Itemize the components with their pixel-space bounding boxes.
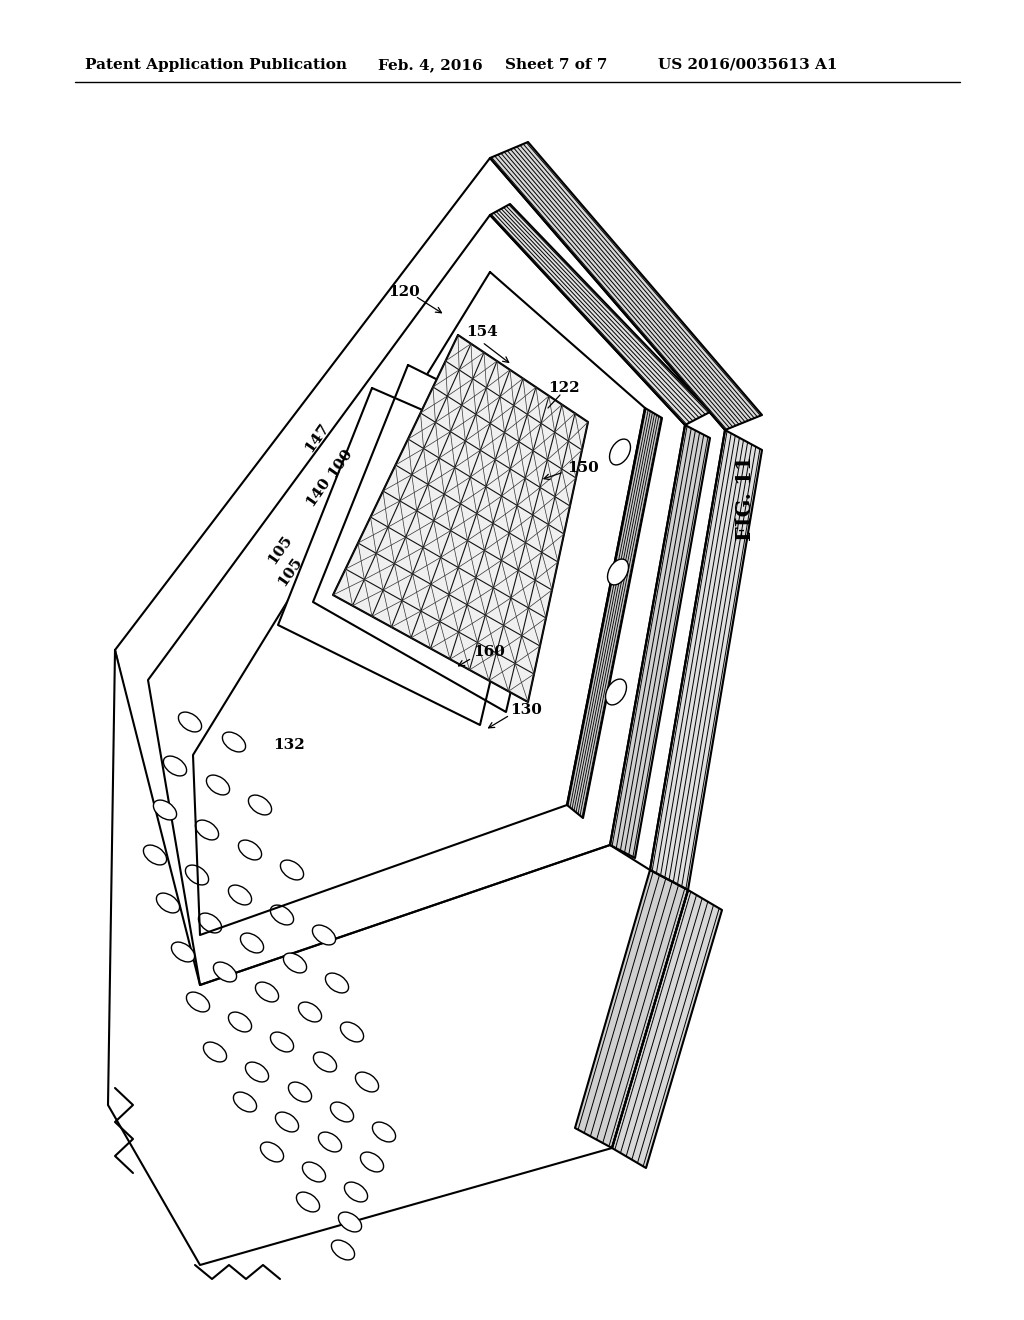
Ellipse shape [298,1002,322,1022]
Polygon shape [610,425,710,858]
Text: Feb. 4, 2016: Feb. 4, 2016 [378,58,482,73]
Ellipse shape [249,795,271,814]
Ellipse shape [284,953,306,973]
Polygon shape [148,215,685,985]
Ellipse shape [340,1022,364,1041]
Ellipse shape [228,886,252,906]
Ellipse shape [373,1122,395,1142]
Polygon shape [567,408,662,818]
Ellipse shape [607,560,629,585]
Text: FIG. 11: FIG. 11 [735,455,755,541]
Polygon shape [115,158,725,1020]
Ellipse shape [338,1212,361,1232]
Text: Sheet 7 of 7: Sheet 7 of 7 [505,58,607,73]
Ellipse shape [185,865,209,884]
Ellipse shape [222,733,246,752]
Polygon shape [650,430,762,890]
Ellipse shape [302,1162,326,1181]
Text: 130: 130 [510,704,542,717]
Ellipse shape [157,894,179,913]
Ellipse shape [239,840,261,859]
Ellipse shape [326,973,348,993]
Ellipse shape [360,1152,384,1172]
Text: 120: 120 [388,285,420,300]
Ellipse shape [233,1092,257,1111]
Ellipse shape [154,800,176,820]
Polygon shape [333,335,588,702]
Ellipse shape [296,1192,319,1212]
Ellipse shape [255,982,279,1002]
Text: 154: 154 [466,325,498,339]
Ellipse shape [241,933,263,953]
Ellipse shape [331,1102,353,1122]
Ellipse shape [318,1133,342,1152]
Ellipse shape [199,913,221,933]
Ellipse shape [312,925,336,945]
Ellipse shape [186,993,210,1012]
Ellipse shape [355,1072,379,1092]
Ellipse shape [275,1111,299,1133]
Polygon shape [108,649,688,1265]
Text: 150: 150 [567,461,599,475]
Ellipse shape [609,440,631,465]
Ellipse shape [213,962,237,982]
Polygon shape [278,388,542,725]
Ellipse shape [281,861,303,880]
Ellipse shape [196,820,218,840]
Ellipse shape [204,1041,226,1061]
Polygon shape [612,890,722,1168]
Ellipse shape [270,1032,294,1052]
Text: 105: 105 [265,533,295,568]
Polygon shape [490,205,710,425]
Text: 105: 105 [275,554,305,589]
Text: 147: 147 [302,421,332,455]
Text: 122: 122 [548,381,580,395]
Ellipse shape [228,1012,252,1032]
Ellipse shape [332,1239,354,1259]
Polygon shape [575,870,688,1148]
Text: 132: 132 [273,738,305,752]
Text: 100: 100 [325,446,354,480]
Text: 160: 160 [473,645,505,659]
Ellipse shape [289,1082,311,1102]
Ellipse shape [260,1142,284,1162]
Polygon shape [313,366,568,711]
Ellipse shape [270,906,294,925]
Ellipse shape [246,1063,268,1082]
Polygon shape [193,272,645,935]
Ellipse shape [164,756,186,776]
Ellipse shape [313,1052,337,1072]
Ellipse shape [207,775,229,795]
Text: Patent Application Publication: Patent Application Publication [85,58,347,73]
Text: US 2016/0035613 A1: US 2016/0035613 A1 [658,58,838,73]
Text: 140: 140 [303,475,333,510]
Ellipse shape [605,678,627,705]
Polygon shape [490,143,762,430]
Ellipse shape [171,942,195,962]
Ellipse shape [344,1183,368,1203]
Ellipse shape [143,845,167,865]
Ellipse shape [178,711,202,731]
